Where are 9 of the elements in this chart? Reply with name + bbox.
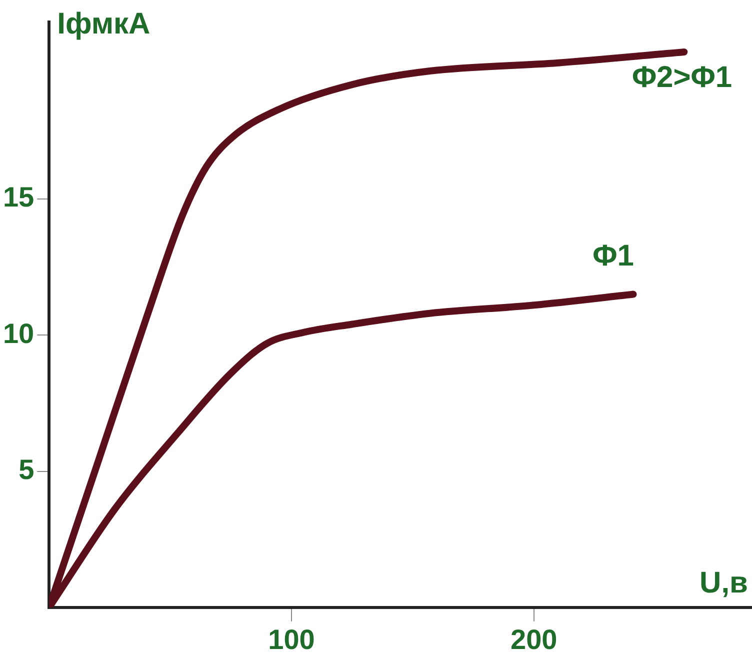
- x-axis-title: U,в: [700, 566, 748, 600]
- y-axis-title: IфмкА: [57, 7, 150, 40]
- series-label: Φ1: [592, 240, 634, 273]
- x-tick-label: 100: [268, 624, 315, 655]
- x-tick-label: 200: [510, 624, 558, 655]
- y-tick-label: 15: [2, 182, 34, 213]
- y-tick-label: 5: [18, 454, 34, 485]
- y-tick-label: 10: [2, 318, 34, 349]
- series-label: Φ2>Φ1: [632, 61, 732, 94]
